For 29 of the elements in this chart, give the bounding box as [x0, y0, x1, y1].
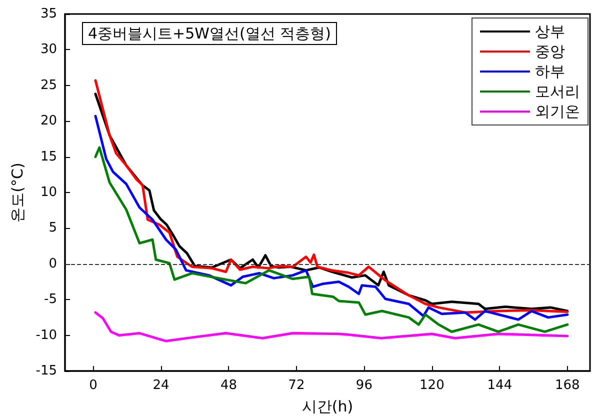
x-axis-title: 시간(h): [302, 398, 354, 416]
x-tick-label: 144: [487, 378, 512, 393]
y-tick-label: 25: [40, 78, 57, 93]
x-tick-label: 48: [220, 378, 237, 393]
y-axis-title: 온도(°C): [8, 162, 26, 222]
y-tick-label: 35: [40, 6, 57, 22]
x-tick-label: 72: [288, 378, 305, 393]
legend-label: 하부: [535, 62, 565, 80]
x-tick-label: 24: [152, 378, 170, 393]
y-tick-label: -10: [36, 328, 57, 343]
x-tick-label: 0: [89, 378, 98, 393]
x-tick-label: 120: [420, 378, 444, 393]
y-tick-label: 5: [48, 220, 57, 236]
line-series: [94, 311, 569, 342]
y-tick-label: 15: [40, 149, 57, 164]
y-tick-label: 0: [48, 256, 57, 272]
y-tick-label: 30: [40, 42, 57, 58]
x-tick-label: 96: [356, 378, 372, 393]
y-tick-label: 10: [40, 185, 57, 200]
y-tick-label: -5: [44, 292, 57, 308]
legend-label: 중앙: [535, 42, 565, 60]
line-series: [94, 146, 569, 333]
x-tick-label: 168: [555, 378, 580, 393]
legend-label: 상부: [535, 22, 565, 40]
text: 4중버블시트+5W열선(열선 적층형): [88, 24, 331, 42]
y-tick-label: 20: [40, 114, 57, 129]
y-tick-label: -15: [36, 364, 57, 378]
legend-label: 외기온: [535, 102, 580, 120]
legend-label: 모서리: [535, 82, 580, 100]
